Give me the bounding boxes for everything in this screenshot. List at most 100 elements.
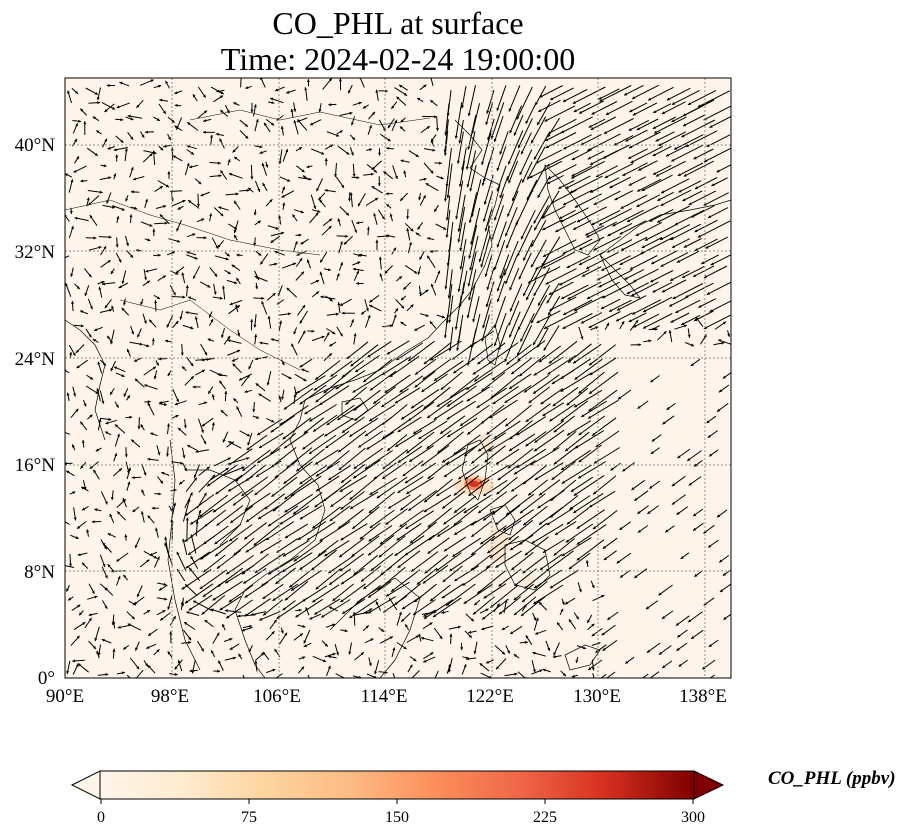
wind-vector-head <box>547 371 551 375</box>
wind-vector-head <box>657 219 661 223</box>
wind-vector-head <box>375 239 379 243</box>
wind-vector-head <box>483 201 487 205</box>
wind-vector-head <box>338 78 342 82</box>
wind-vector-head <box>351 122 354 126</box>
wind-vector-head <box>76 349 80 353</box>
wind-vector-head <box>86 529 90 533</box>
wind-vector <box>624 269 645 280</box>
wind-vector <box>539 553 563 571</box>
wind-vector-head <box>693 513 697 517</box>
wind-vector-head <box>282 436 286 440</box>
wind-vector-head <box>397 565 401 568</box>
wind-vector-head <box>352 267 356 271</box>
wind-vector <box>506 150 521 181</box>
wind-vector-head <box>336 133 340 137</box>
wind-vector-head <box>468 630 472 634</box>
wind-vector <box>324 540 350 557</box>
wind-vector-head <box>535 631 539 635</box>
wind-vector-head <box>167 606 171 610</box>
wind-vector-head <box>310 122 314 126</box>
wind-vector-head <box>111 106 116 110</box>
wind-vector-head <box>226 253 230 257</box>
wind-vector <box>558 180 575 190</box>
wind-vector <box>484 445 506 463</box>
wind-vector-head <box>265 164 269 168</box>
wind-vector-head <box>662 289 666 293</box>
wind-vector <box>627 148 648 160</box>
wind-vector-head <box>544 118 548 122</box>
wind-vector <box>402 460 424 477</box>
wind-vector <box>538 345 562 363</box>
wind-vector-head <box>210 134 213 138</box>
wind-vector-head <box>433 614 437 618</box>
wind-vector-head <box>299 258 303 262</box>
wind-vector <box>368 525 393 542</box>
wind-vector-head <box>703 334 707 338</box>
wind-vector-head <box>415 371 419 375</box>
wind-vector <box>629 102 648 113</box>
wind-vector-head <box>479 663 483 667</box>
wind-vector-head <box>519 510 524 514</box>
wind-vector-head <box>628 182 632 186</box>
wind-vector-head <box>304 87 308 91</box>
wind-vector <box>259 539 282 554</box>
wind-vector-head <box>270 239 274 243</box>
wind-vector-head <box>232 149 236 153</box>
wind-vector-head <box>549 418 553 422</box>
wind-vector <box>482 299 492 329</box>
wind-vector <box>569 175 603 194</box>
wind-vector-head <box>335 386 339 390</box>
wind-vector-head <box>353 407 357 411</box>
wind-vector-head <box>526 297 529 301</box>
wind-vector-head <box>398 611 402 615</box>
wind-vector-head <box>245 135 249 139</box>
wind-vector <box>534 255 549 281</box>
wind-vector-head <box>531 264 534 268</box>
wind-vector <box>586 221 618 238</box>
wind-vector-head <box>457 239 461 243</box>
wind-vector-head <box>287 178 291 182</box>
wind-vector-head <box>79 612 83 616</box>
wind-vector-head <box>293 511 297 515</box>
wind-vector-head <box>396 537 400 541</box>
wind-vector-head <box>493 324 497 328</box>
wind-vector-head <box>156 118 160 121</box>
wind-vector-head <box>174 103 178 107</box>
wind-vector-head <box>439 635 443 640</box>
wind-vector-head <box>675 310 679 313</box>
wind-vector-head <box>131 476 135 480</box>
wind-vector <box>534 420 564 444</box>
wind-vector-head <box>72 659 76 663</box>
wind-vector <box>276 597 308 620</box>
wind-vector-head <box>644 237 648 241</box>
wind-vector-head <box>358 444 362 448</box>
wind-vector <box>505 493 535 516</box>
wind-vector-head <box>552 403 556 407</box>
wind-vector-head <box>604 175 608 178</box>
wind-vector-head <box>102 563 106 567</box>
wind-vector <box>446 209 451 238</box>
wind-vector-head <box>381 216 385 220</box>
wind-vector <box>389 355 420 378</box>
wind-vector <box>602 281 636 299</box>
wind-vector-head <box>449 633 453 637</box>
wind-vector-head <box>262 596 266 599</box>
wind-vector-head <box>369 125 372 129</box>
wind-vector <box>694 238 718 252</box>
wind-vector <box>463 434 491 457</box>
wind-vector <box>272 583 299 602</box>
wind-vector-head <box>727 333 731 337</box>
wind-vector-head <box>463 600 467 604</box>
wind-vector <box>671 89 700 106</box>
wind-vector <box>385 508 408 526</box>
wind-vector <box>281 552 313 573</box>
wind-vector-head <box>527 280 532 284</box>
wind-vector <box>498 325 509 351</box>
wind-vector <box>232 489 254 506</box>
wind-vector-head <box>176 228 180 232</box>
wind-vector-head <box>328 226 332 230</box>
wind-vector-head <box>411 405 415 409</box>
wind-vector-head <box>695 317 699 321</box>
wind-vector <box>256 418 283 436</box>
wind-vector-head <box>371 166 375 170</box>
